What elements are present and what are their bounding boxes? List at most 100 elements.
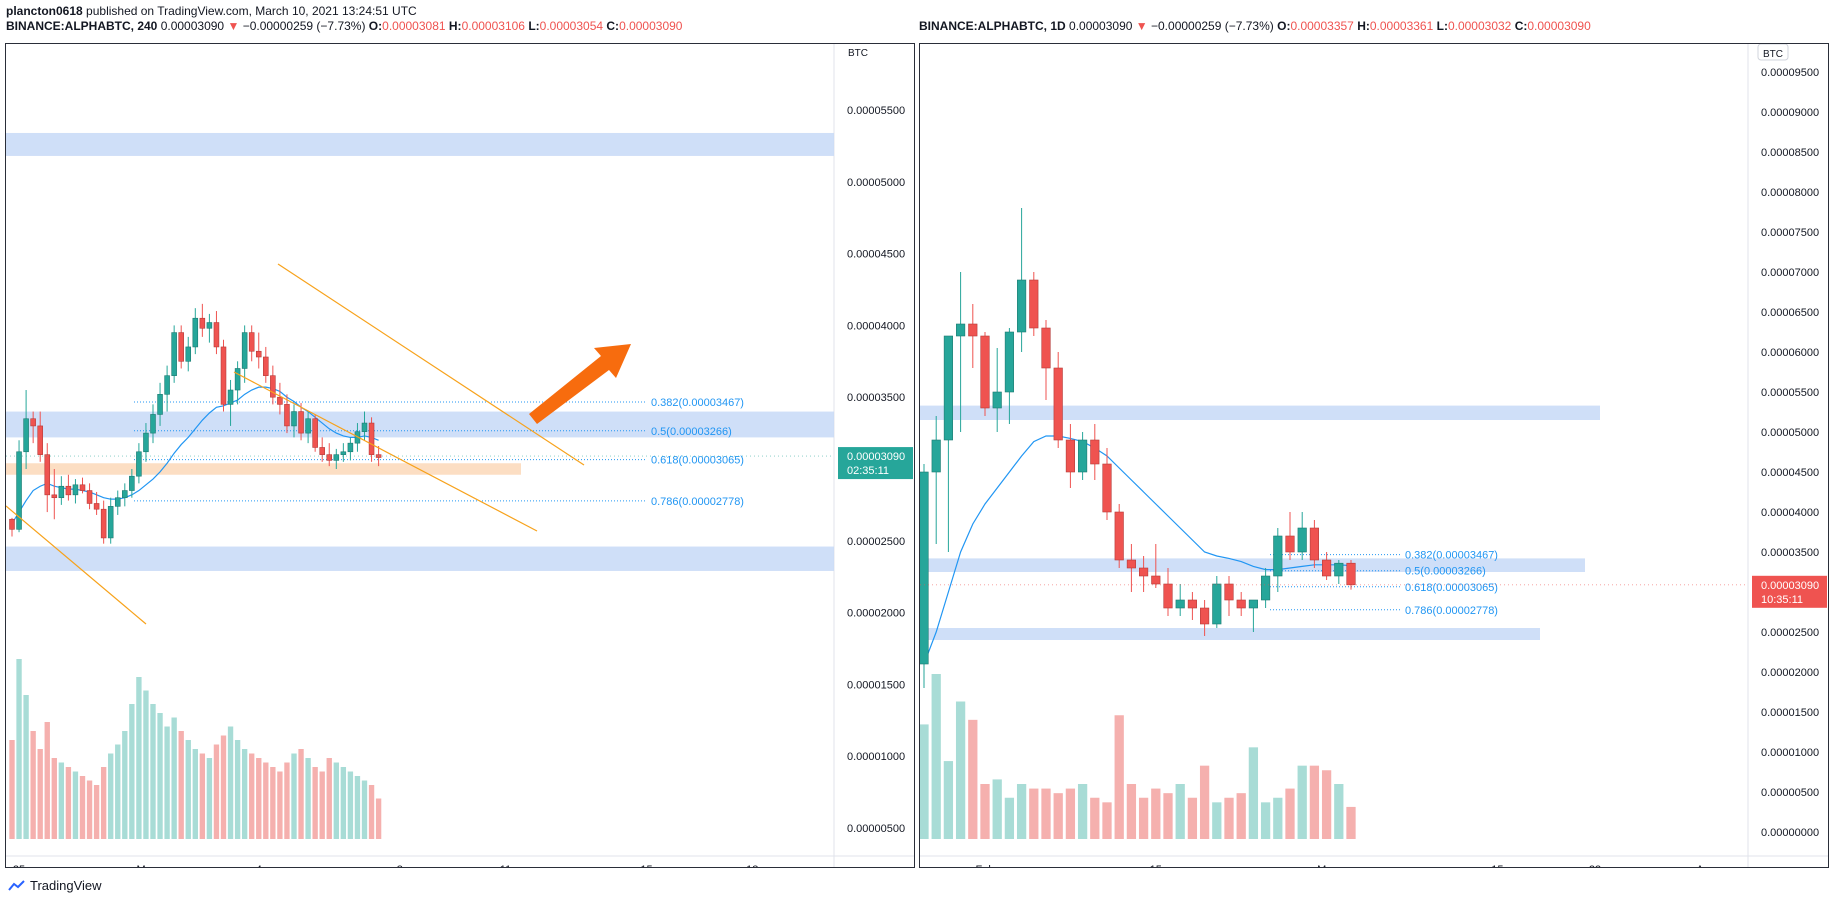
volume-bar	[1041, 788, 1051, 839]
volume-bar	[992, 779, 1002, 839]
x-tick-label: 15	[1491, 864, 1503, 867]
candle-down	[1151, 575, 1161, 585]
right-symbol[interactable]: BINANCE:ALPHABTC, 1D	[919, 19, 1066, 33]
y-tick-label: 0.00009500	[1761, 67, 1819, 79]
volume-bar	[319, 771, 325, 839]
candle-up	[1175, 599, 1185, 609]
volume-bar	[1016, 784, 1027, 839]
volume-bar	[44, 722, 50, 839]
candle-up	[129, 475, 135, 491]
candle-down	[1126, 559, 1136, 569]
volume-bar	[1163, 793, 1173, 839]
left-open: 0.00003081	[382, 19, 446, 33]
volume-bar	[1029, 788, 1039, 839]
candle-down	[1187, 599, 1197, 609]
volume-bar	[256, 758, 262, 839]
publish-info: plancton0618 published on TradingView.co…	[6, 4, 417, 18]
volume-bar	[361, 780, 368, 839]
candle-down	[1309, 527, 1319, 561]
candle-up	[291, 411, 297, 427]
candle-down	[1029, 279, 1039, 329]
volume-bar	[340, 767, 347, 839]
zone-blue	[920, 405, 1600, 420]
channel-upper-line	[277, 263, 585, 466]
candle-up	[114, 497, 121, 507]
candle-up	[164, 375, 170, 395]
candle-down	[100, 508, 107, 539]
candle-up	[956, 323, 966, 337]
x-tick-label: 23	[1589, 864, 1601, 867]
volume-bar	[1114, 715, 1124, 839]
x-tick-label: 18	[746, 864, 758, 867]
y-tick-label: 0.00005000	[1761, 427, 1819, 439]
volume-bar	[213, 744, 220, 839]
candle-down	[1236, 599, 1246, 609]
volume-bar	[1224, 797, 1234, 839]
candle-up	[347, 442, 354, 453]
right-chart-panel[interactable]: 0.382(0.00003467) 0.5(0.00003266) 0.618(0.…	[919, 43, 1833, 876]
volume-bar	[72, 771, 79, 839]
y-tick-label: 0.00001000	[847, 751, 905, 763]
volume-bar	[919, 724, 929, 839]
candle-up	[1334, 562, 1344, 577]
volume-bar	[1273, 797, 1283, 839]
orange-arrow-icon	[529, 344, 631, 424]
candle-down	[9, 518, 15, 530]
left-chart-panel[interactable]: 0.382(0.00003467) 0.5(0.00003266) 0.618(0.…	[5, 43, 915, 876]
volume-bar	[298, 749, 304, 839]
x-tick-label: Mar	[1317, 864, 1336, 867]
y-tick-label: 0.00004000	[847, 320, 905, 332]
candle-down	[30, 418, 36, 427]
candle-up	[122, 490, 128, 499]
candle-up	[192, 317, 199, 348]
left-legend: BINANCE:ALPHABTC, 240 0.00003090 ▼ −0.00…	[6, 19, 683, 33]
left-symbol[interactable]: BINANCE:ALPHABTC, 240	[6, 19, 158, 33]
candle-down	[1041, 327, 1051, 369]
candle-up	[150, 414, 156, 434]
x-tick-label: 4	[256, 864, 262, 867]
candle-down	[298, 411, 304, 434]
candle-up	[58, 485, 65, 499]
volume-bar	[1151, 788, 1161, 839]
candle-down	[178, 332, 184, 362]
candle-up	[1017, 279, 1027, 333]
volume-bar	[65, 767, 72, 839]
volume-bar	[1346, 806, 1356, 839]
left-change: −0.00000259 (−7.73%)	[242, 19, 366, 33]
zone-orange	[6, 463, 521, 475]
volume-bar	[1053, 793, 1063, 839]
right-chart[interactable]: 0.382(0.00003467) 0.5(0.00003266) 0.618(0.…	[919, 43, 1833, 876]
zone-blue	[6, 546, 834, 571]
volume-bar	[1090, 797, 1100, 839]
volume-bar	[1199, 765, 1210, 839]
candle-up	[171, 332, 177, 376]
candle-down	[980, 335, 990, 409]
fib-label: 0.5(0.00003266)	[651, 426, 732, 438]
candle-up	[107, 506, 114, 539]
volume-bar	[326, 758, 332, 839]
candle-down	[44, 454, 51, 496]
volume-bar	[1065, 788, 1076, 839]
publish-text: published on TradingView.com, March 10, …	[86, 4, 417, 18]
candle-up	[136, 451, 142, 477]
candle-down	[263, 356, 269, 376]
volume-bar	[955, 701, 966, 839]
right-legend: BINANCE:ALPHABTC, 1D 0.00003090 ▼ −0.000…	[919, 19, 1591, 33]
fib-label: 0.786(0.00002778)	[651, 496, 744, 508]
y-tick-label: 0.00008500	[1761, 147, 1819, 159]
x-tick-label: Feb	[976, 864, 995, 867]
candle-down	[968, 323, 978, 337]
x-tick-label: 11	[500, 864, 511, 867]
fib-label: 0.786(0.00002778)	[1405, 605, 1498, 617]
right-close: 0.00003090	[1527, 19, 1591, 33]
support-trend-line	[5, 505, 147, 625]
candle-up	[143, 432, 149, 453]
volume-bar	[968, 719, 978, 839]
left-chart[interactable]: 0.382(0.00003467) 0.5(0.00003266) 0.618(0.…	[5, 44, 914, 876]
volume-bar	[1285, 788, 1295, 839]
volume-bar	[143, 690, 149, 839]
tradingview-logo[interactable]: TradingView	[8, 878, 102, 893]
author-name[interactable]: plancton0618	[6, 4, 83, 18]
y-tick-label: 0.00003500	[1761, 547, 1819, 559]
price-tag-countdown: 02:35:11	[847, 465, 889, 477]
